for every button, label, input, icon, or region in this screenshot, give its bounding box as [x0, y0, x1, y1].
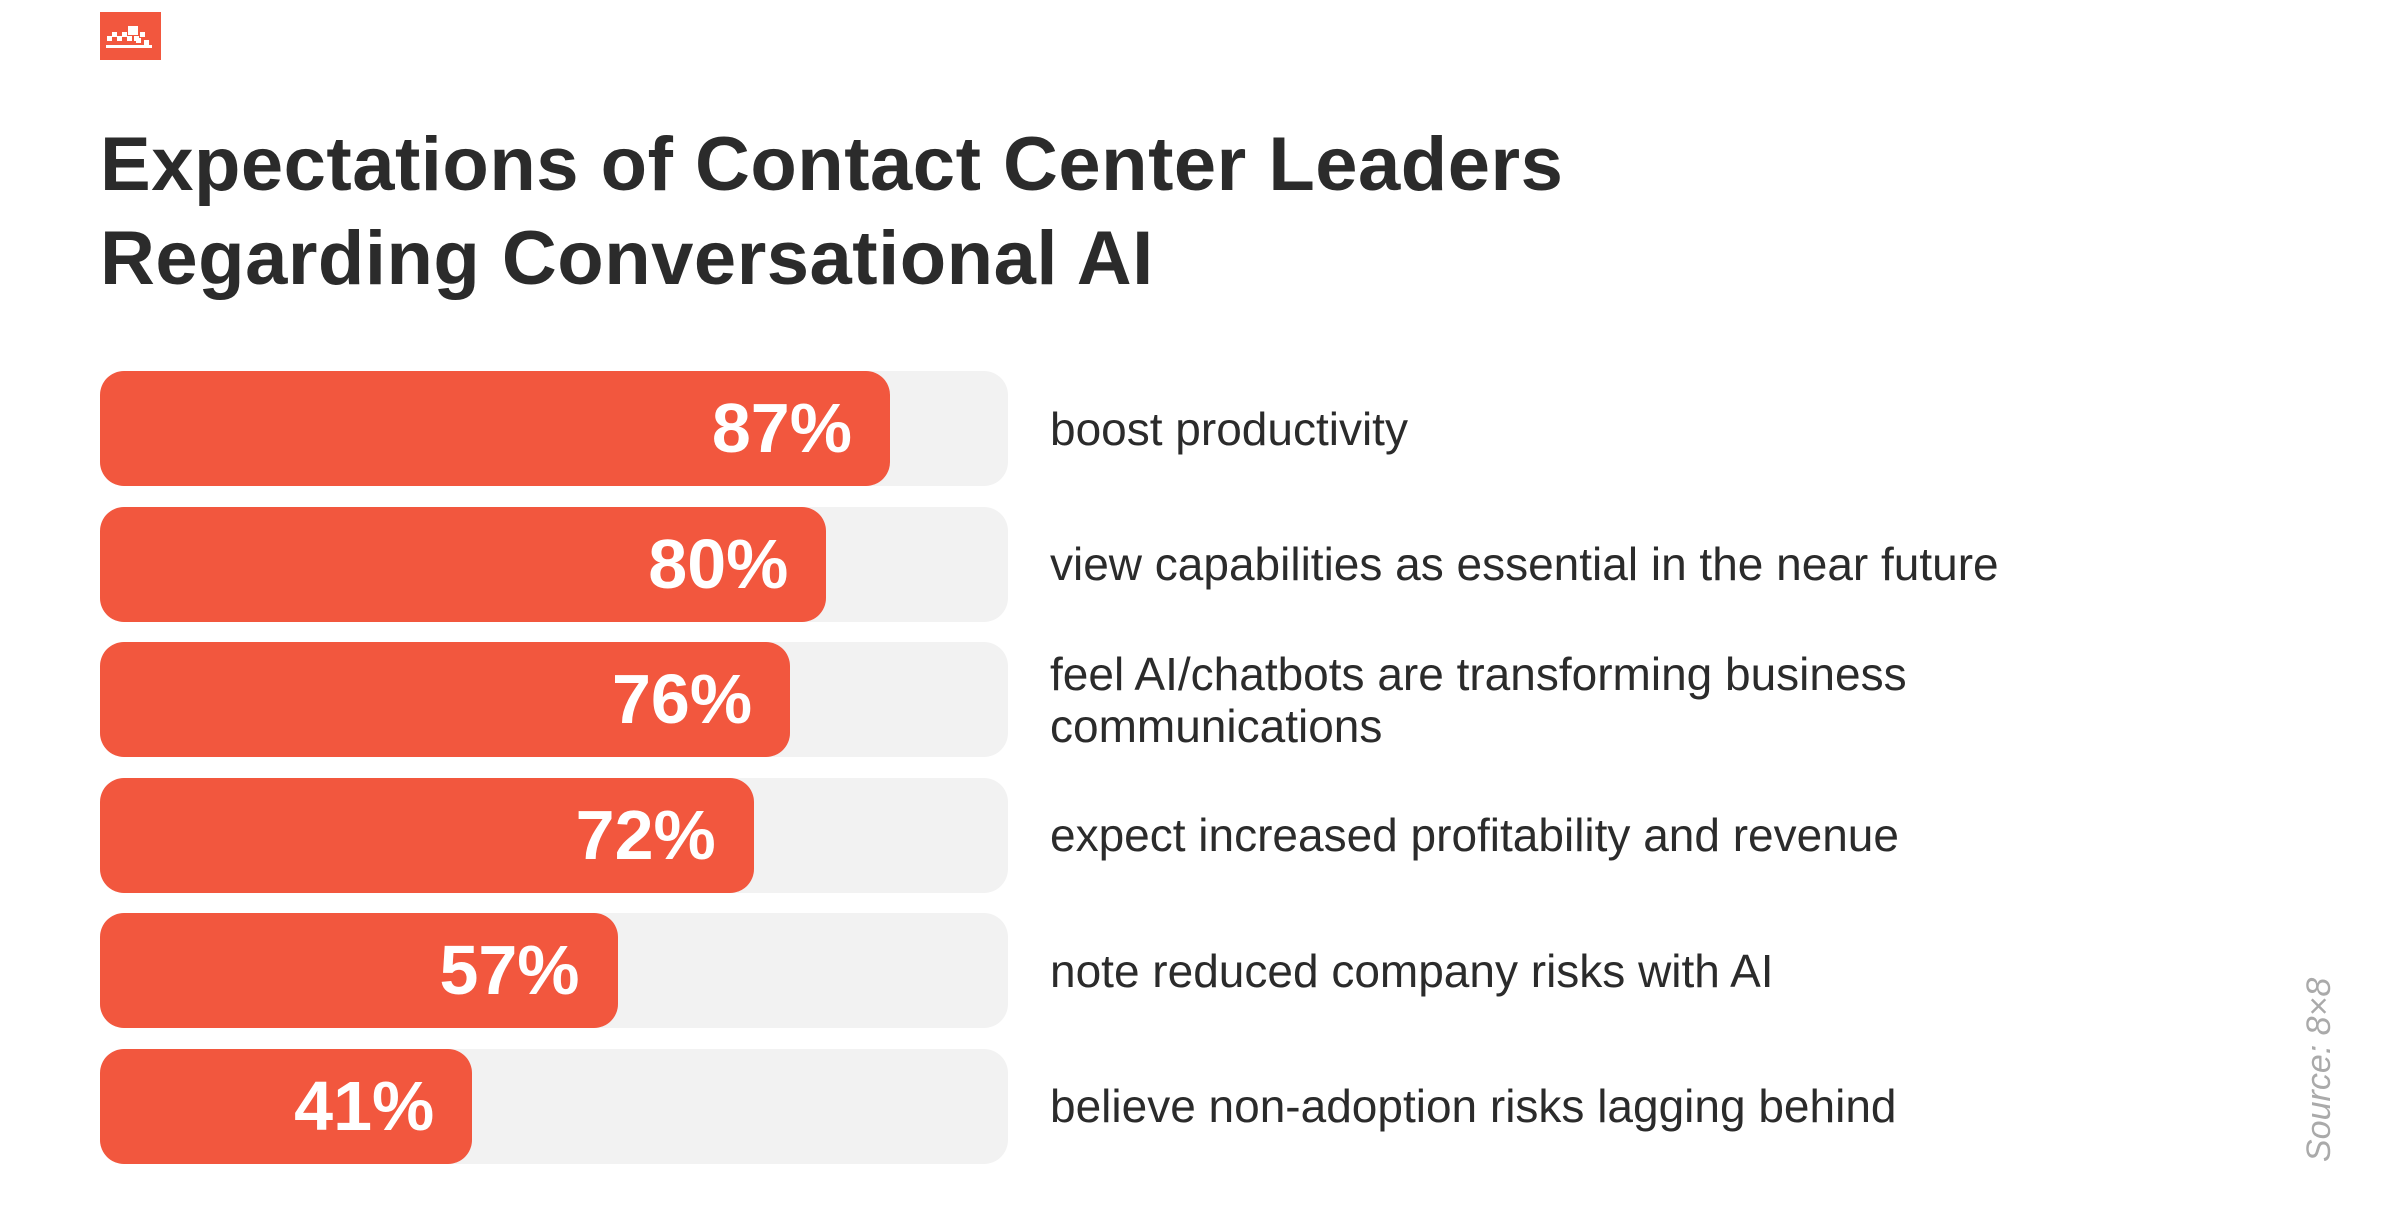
category-label: view capabilities as essential in the ne…	[1050, 538, 1999, 590]
category-label: feel AI/chatbots are transforming busine…	[1050, 647, 1907, 752]
data-label: 80%	[648, 524, 789, 603]
source-note: Source: 8×8	[2300, 977, 2338, 1162]
data-label: 87%	[711, 389, 852, 467]
bar: 72%	[100, 777, 754, 893]
data-label: 76%	[611, 660, 753, 738]
bar-row: 76% feel AI/chatbots are transforming bus…	[100, 642, 2200, 757]
bar: 57%	[100, 913, 618, 1028]
bar: 76%	[100, 642, 791, 757]
bar-row: 57% note reduced company risks with AI	[100, 913, 2200, 1028]
bar-row: 87% boost productivity	[100, 371, 2200, 486]
bar: 41%	[100, 1048, 473, 1164]
data-label: 72%	[575, 795, 716, 874]
category-label: boost productivity	[1050, 402, 1408, 455]
chart-title: Expectations of Contact Center Leaders R…	[100, 122, 1564, 301]
category-label: note reduced company risks with AI	[1050, 944, 1774, 997]
bar-row: 80% view capabilities as essential in the…	[100, 506, 2200, 622]
category-label: expect increased profitability and reven…	[1050, 809, 1899, 861]
category-label: believe non-adoption risks lagging behin…	[1050, 1080, 1897, 1132]
bar: 87%	[100, 371, 890, 486]
bar-row: 41% believe non-adoption risks lagging be…	[100, 1048, 2200, 1164]
data-label: 41%	[294, 1066, 435, 1145]
data-label: 57%	[439, 931, 580, 1009]
brand-logo	[100, 12, 161, 60]
bar-row: 72% expect increased profitability and re…	[100, 777, 2200, 893]
bar: 80%	[100, 506, 827, 622]
